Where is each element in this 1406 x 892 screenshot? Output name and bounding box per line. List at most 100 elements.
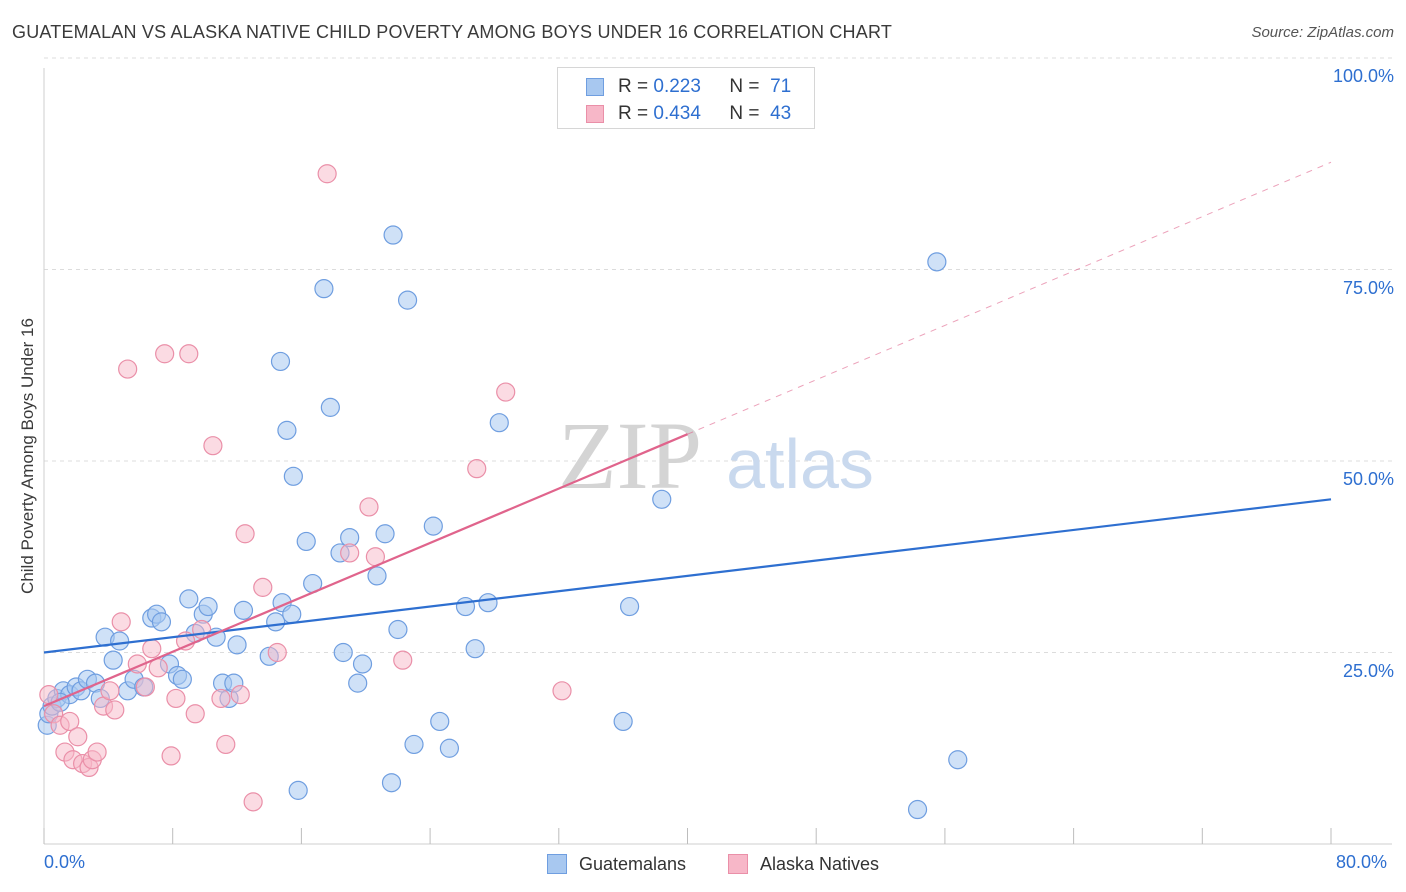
data-point-guatemalans xyxy=(348,673,368,693)
data-point-guatemalans xyxy=(151,612,172,632)
y-tick-label: 50.0% xyxy=(1342,469,1394,489)
data-point-guatemalans xyxy=(439,738,460,758)
data-point-alaska-natives xyxy=(185,704,205,724)
legend-n-label: N = xyxy=(729,103,760,124)
trend-line-alaska-natives-extension xyxy=(687,161,1332,435)
data-point-alaska-natives xyxy=(142,639,162,659)
data-point-alaska-natives xyxy=(216,734,236,755)
data-point-guatemalans xyxy=(478,593,498,613)
data-point-alaska-natives xyxy=(552,681,572,701)
data-point-guatemalans xyxy=(320,397,340,417)
data-point-alaska-natives xyxy=(340,543,360,563)
x-tick-label-max: 80.0% xyxy=(1336,852,1388,872)
data-point-alaska-natives xyxy=(230,685,250,705)
data-point-guatemalans xyxy=(314,279,334,299)
data-point-guatemalans xyxy=(270,351,291,372)
data-point-guatemalans xyxy=(288,780,308,800)
data-point-alaska-natives xyxy=(243,792,263,812)
data-point-alaska-natives xyxy=(203,436,223,456)
legend-n-label: N = xyxy=(729,76,760,97)
bottom-legend-swatch-blue xyxy=(547,854,567,874)
legend-r-value: 0.434 xyxy=(653,103,701,124)
data-point-alaska-natives xyxy=(467,459,487,479)
data-point-alaska-natives xyxy=(393,650,413,670)
data-point-alaska-natives xyxy=(155,344,175,364)
bottom-legend-guatemalans: Guatemalans xyxy=(547,852,686,876)
trend-line-alaska-natives xyxy=(43,433,688,708)
alaska-natives-points xyxy=(39,164,572,812)
y-tick-label: 75.0% xyxy=(1342,277,1394,298)
data-point-alaska-natives xyxy=(87,742,107,762)
chart-title: GUATEMALAN VS ALASKA NATIVE CHILD POVERT… xyxy=(12,22,893,42)
data-point-guatemalans xyxy=(266,612,286,632)
data-point-guatemalans xyxy=(404,734,424,755)
data-point-guatemalans xyxy=(388,619,408,640)
legend-swatch-pink xyxy=(586,105,604,123)
bottom-legend-label: Guatemalans xyxy=(579,853,687,874)
data-point-guatemalans xyxy=(333,642,353,663)
legend-r-label: R = xyxy=(618,76,649,97)
watermark-atlas: atlas xyxy=(726,425,874,503)
data-point-guatemalans xyxy=(465,639,485,659)
data-point-guatemalans xyxy=(489,413,509,433)
data-point-guatemalans xyxy=(375,524,395,544)
data-point-guatemalans xyxy=(283,466,303,486)
data-point-guatemalans xyxy=(198,596,218,617)
data-point-guatemalans xyxy=(179,589,199,609)
legend-row-alaska-natives: R = 0.434 N = 43 xyxy=(586,101,791,127)
data-point-guatemalans xyxy=(948,750,968,770)
legend-r-value: 0.223 xyxy=(653,76,701,97)
data-point-alaska-natives xyxy=(211,688,231,709)
data-point-guatemalans xyxy=(652,489,672,509)
data-point-guatemalans xyxy=(430,711,450,732)
data-point-guatemalans xyxy=(613,711,633,732)
data-point-alaska-natives xyxy=(135,677,155,697)
data-point-guatemalans xyxy=(907,799,928,820)
data-point-guatemalans xyxy=(110,631,130,651)
data-point-alaska-natives xyxy=(161,746,181,766)
data-point-guatemalans xyxy=(927,252,947,272)
data-point-guatemalans xyxy=(381,773,402,793)
y-axis-label: Child Poverty Among Boys Under 16 xyxy=(18,318,37,594)
y-tick-label: 25.0% xyxy=(1342,660,1394,681)
data-point-guatemalans xyxy=(352,654,373,674)
data-point-alaska-natives xyxy=(496,382,516,402)
trend-line-guatemalans xyxy=(43,498,1332,654)
data-point-alaska-natives xyxy=(68,727,88,747)
legend-row-guatemalans: R = 0.223 N = 71 xyxy=(586,74,791,100)
data-point-alaska-natives xyxy=(166,688,186,709)
data-point-alaska-natives xyxy=(179,344,199,364)
data-point-alaska-natives xyxy=(317,164,337,184)
data-point-alaska-natives xyxy=(359,497,379,517)
guatemalans-points xyxy=(37,225,968,820)
data-point-guatemalans xyxy=(227,635,247,655)
legend-swatch-blue xyxy=(586,78,604,96)
data-point-guatemalans xyxy=(296,531,316,552)
data-point-guatemalans xyxy=(619,596,640,617)
data-point-guatemalans xyxy=(233,600,254,620)
data-point-guatemalans xyxy=(383,225,403,245)
bottom-legend-alaska-natives: Alaska Natives xyxy=(728,852,879,876)
data-point-guatemalans xyxy=(282,604,302,624)
source-label: Source: ZipAtlas.com xyxy=(1251,24,1394,41)
data-point-guatemalans xyxy=(397,290,418,310)
data-point-alaska-natives xyxy=(111,612,131,632)
bottom-legend-swatch-pink xyxy=(728,854,748,874)
data-point-alaska-natives xyxy=(253,577,273,597)
data-point-alaska-natives xyxy=(267,642,287,663)
data-point-guatemalans xyxy=(277,420,297,440)
watermark-zip: ZIP xyxy=(558,402,702,509)
data-point-alaska-natives xyxy=(118,359,138,379)
data-point-guatemalans xyxy=(423,516,443,536)
bottom-legend-label: Alaska Natives xyxy=(760,853,880,874)
legend-n-value: 43 xyxy=(770,103,792,124)
y-tick-label: 100.0% xyxy=(1332,66,1394,86)
data-point-alaska-natives xyxy=(105,700,125,720)
legend-r-label: R = xyxy=(618,103,649,124)
data-point-guatemalans xyxy=(172,669,192,689)
axes-layer xyxy=(43,68,1392,845)
data-point-guatemalans xyxy=(103,650,123,670)
data-point-alaska-natives xyxy=(60,711,80,732)
legend-n-value: 71 xyxy=(770,76,792,97)
